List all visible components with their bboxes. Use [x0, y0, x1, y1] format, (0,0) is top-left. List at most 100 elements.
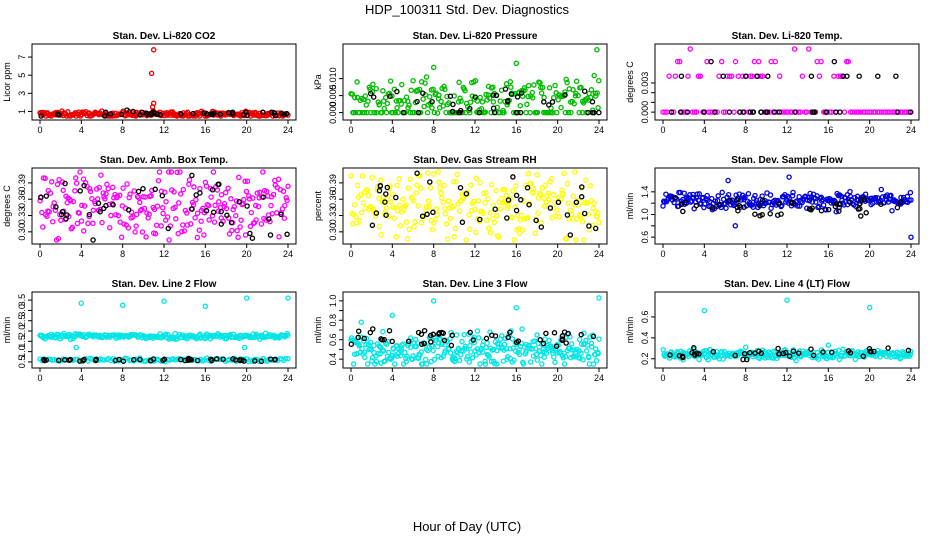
x-tick-label: 4: [702, 125, 707, 135]
data-point: [454, 171, 460, 178]
data-point: [364, 361, 371, 367]
data-point: [409, 356, 416, 363]
y-tick-label: 3.0: [17, 304, 27, 317]
data-point: [541, 195, 547, 202]
panel-title: Stan. Dev. Li-820 Pressure: [413, 31, 538, 42]
data-point: [268, 109, 275, 115]
x-tick-label: 20: [553, 249, 563, 259]
data-point: [567, 232, 574, 238]
data-point: [898, 354, 904, 361]
x-tick-label: 8: [120, 125, 125, 135]
data-point: [756, 202, 763, 208]
data-point: [412, 219, 418, 225]
data-point: [41, 357, 48, 364]
data-point: [86, 211, 93, 218]
data-point: [732, 352, 738, 359]
data-point: [875, 73, 881, 79]
data-point: [697, 73, 704, 79]
data-point: [508, 84, 514, 90]
data-point: [230, 206, 236, 213]
data-point: [102, 196, 108, 202]
data-point: [79, 202, 85, 209]
data-point: [908, 197, 914, 203]
data-point: [405, 104, 411, 111]
data-point: [776, 351, 783, 357]
panel-title: Stan. Dev. Sample Flow: [731, 155, 843, 166]
data-point: [462, 87, 468, 94]
data-point: [235, 234, 241, 241]
data-point: [137, 356, 143, 363]
x-tick-label: 20: [242, 125, 252, 135]
data-point: [258, 358, 265, 365]
data-point: [754, 73, 761, 79]
data-point: [856, 73, 862, 79]
x-tick-label: 8: [743, 125, 748, 135]
data-point: [191, 184, 197, 190]
data-point: [268, 202, 274, 209]
data-point: [505, 334, 511, 341]
data-point: [767, 210, 773, 217]
data-point: [228, 219, 235, 226]
data-point: [72, 175, 79, 181]
data-point: [786, 353, 793, 359]
y-tick-label: 0.8: [328, 314, 338, 327]
data-point: [725, 177, 731, 184]
data-point: [201, 110, 207, 116]
data-point: [504, 98, 511, 105]
x-tick-label: 16: [511, 125, 521, 135]
data-point: [373, 358, 380, 365]
data-point: [414, 98, 420, 105]
data-point: [472, 94, 478, 100]
y-tick-label: 2.5: [17, 314, 27, 327]
data-point: [687, 46, 693, 52]
data-point: [404, 353, 410, 360]
data-point: [370, 326, 376, 332]
data-point: [790, 348, 797, 354]
data-points: [37, 295, 291, 365]
data-point: [43, 193, 50, 199]
data-point: [426, 203, 432, 210]
data-point: [590, 361, 597, 367]
data-point: [818, 58, 824, 65]
data-point: [441, 337, 448, 344]
data-point: [831, 73, 837, 79]
data-point: [96, 184, 102, 191]
data-point: [858, 197, 865, 203]
data-point: [361, 349, 368, 355]
data-point: [514, 94, 521, 100]
data-point: [278, 211, 284, 218]
x-tick-label: 12: [782, 125, 792, 135]
data-point: [173, 216, 179, 222]
data-point: [552, 213, 559, 219]
data-point: [573, 78, 580, 85]
y-axis-label: degrees C: [625, 61, 635, 103]
figure-xlabel: Hour of Day (UTC): [413, 519, 521, 534]
data-point: [581, 237, 587, 243]
data-point: [507, 79, 514, 85]
data-point: [394, 88, 400, 95]
data-point: [54, 181, 61, 188]
data-point: [473, 175, 479, 181]
data-point: [415, 329, 422, 336]
data-point: [424, 109, 431, 116]
data-point: [49, 218, 56, 225]
data-point: [206, 217, 212, 223]
data-point: [586, 223, 592, 229]
data-point: [531, 82, 537, 88]
data-point: [565, 200, 571, 206]
data-point: [250, 195, 256, 201]
data-point: [696, 356, 702, 363]
data-point: [378, 231, 384, 238]
data-point: [716, 202, 722, 208]
data-point: [257, 189, 263, 196]
plot-frame: [31, 43, 297, 121]
data-point: [67, 356, 74, 363]
data-point: [832, 109, 839, 115]
data-point: [425, 170, 431, 176]
data-point: [379, 337, 385, 343]
data-point: [871, 195, 878, 202]
data-point: [719, 189, 725, 196]
data-point: [549, 99, 556, 105]
data-point: [543, 330, 549, 337]
data-point: [758, 109, 764, 115]
